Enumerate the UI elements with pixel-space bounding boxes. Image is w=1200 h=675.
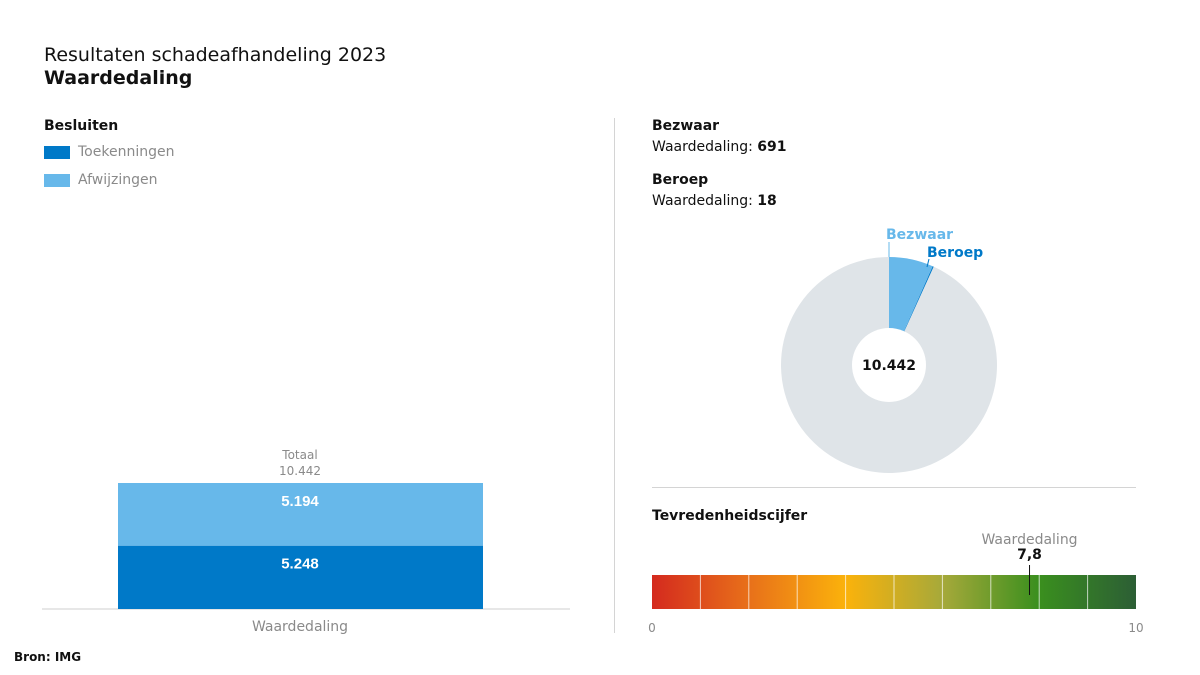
bar-category-label: Waardedaling — [252, 619, 348, 635]
legend-label-toekenningen: Toekenningen — [78, 144, 175, 160]
bar-total-value: 10.442 — [279, 464, 321, 478]
legend-label-afwijzingen: Afwijzingen — [78, 172, 158, 188]
satisfaction-title: Tevredenheidscijfer — [652, 508, 808, 524]
legend-swatch-afwijzingen — [44, 173, 70, 187]
section-divider — [652, 487, 1136, 488]
gauge-value-label: 7,8 — [1017, 547, 1042, 563]
legend-swatch-toekenningen — [44, 145, 70, 159]
donut-label-beroep: Beroep — [927, 245, 983, 261]
beroep-value: 18 — [757, 193, 777, 209]
gauge-tick-max: 10 — [1128, 621, 1143, 635]
bar-total-label: Totaal — [281, 448, 317, 462]
bar-label-afwijzingen: 5.194 — [281, 493, 319, 510]
donut-label-bezwaar: Bezwaar — [886, 227, 953, 243]
donut-chart: 10.442 Bezwaar Beroep — [781, 227, 997, 473]
besluiten-label: Besluiten — [44, 118, 119, 134]
stacked-bar-chart: 5.248 5.194 Totaal 10.442 Waardedaling — [42, 448, 570, 635]
gauge-tick-min: 0 — [648, 621, 656, 635]
satisfaction-gauge: Waardedaling 7,8 0 10 — [648, 532, 1143, 635]
bezwaar-title: Bezwaar — [652, 118, 720, 134]
legend-item-toekenningen: Toekenningen — [44, 142, 174, 162]
chart-title: Resultaten schadeafhandeling 2023 — [44, 44, 387, 66]
beroep-prefix: Waardedaling: — [652, 193, 758, 209]
chart-subtitle: Waardedaling — [44, 67, 193, 89]
beroep-info: Waardedaling: 18 — [652, 193, 777, 209]
beroep-title: Beroep — [652, 172, 709, 188]
bezwaar-value: 691 — [757, 139, 787, 155]
legend-item-afwijzingen: Afwijzingen — [44, 170, 157, 190]
panel-divider — [614, 118, 615, 633]
bar-afwijzingen — [118, 483, 483, 546]
bezwaar-prefix: Waardedaling: — [652, 139, 758, 155]
source-note: Bron: IMG — [14, 650, 82, 664]
bar-label-toekenningen: 5.248 — [281, 556, 319, 573]
gauge-category-label: Waardedaling — [981, 532, 1077, 548]
beroep-leader-line — [926, 258, 930, 268]
bezwaar-info: Waardedaling: 691 — [652, 139, 787, 155]
donut-center-label: 10.442 — [862, 358, 916, 374]
bar-toekenningen — [118, 545, 483, 609]
donut-hole — [852, 328, 926, 402]
